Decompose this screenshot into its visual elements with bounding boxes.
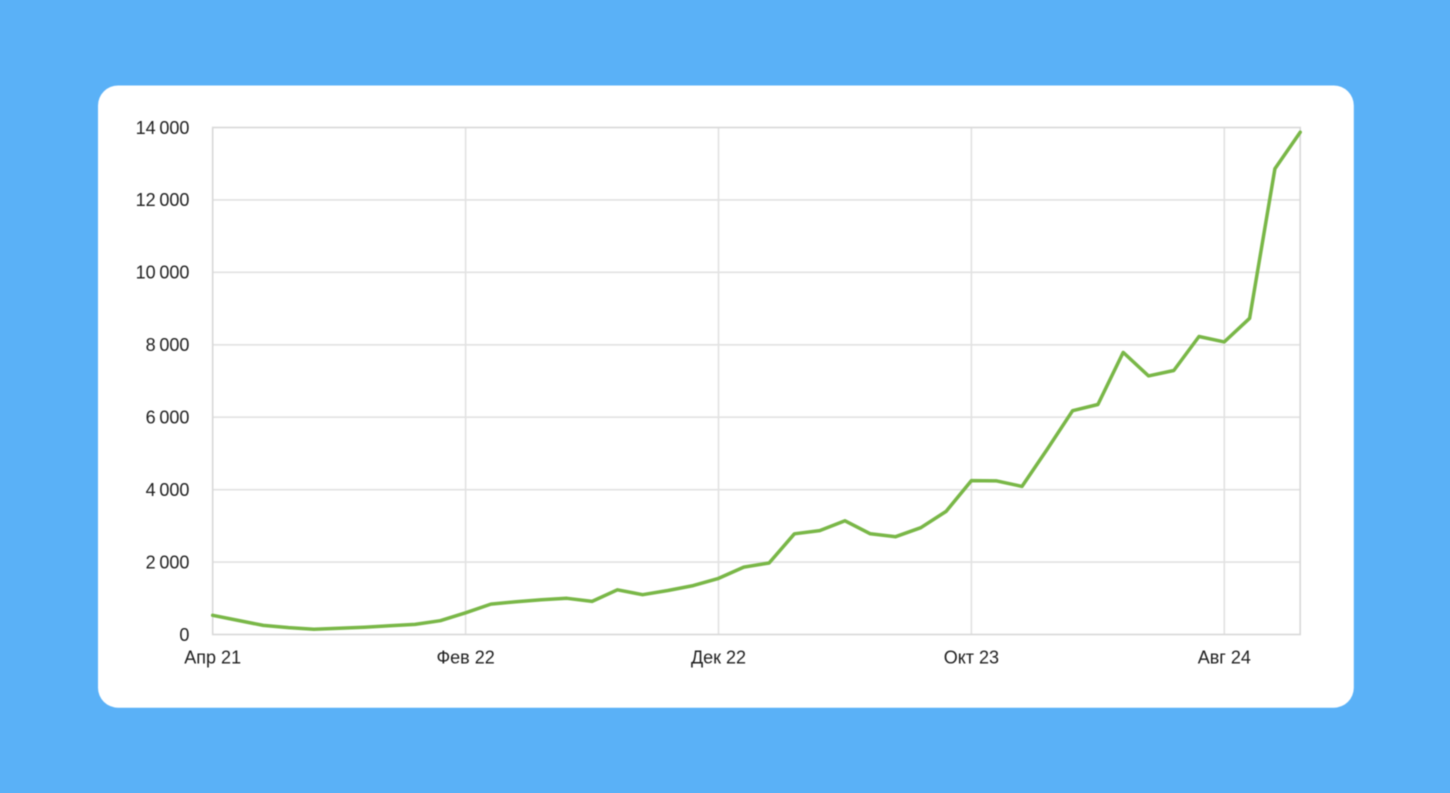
svg-text:2 000: 2 000 [146,552,190,572]
svg-text:14 000: 14 000 [136,118,190,138]
svg-text:Фев 22: Фев 22 [436,647,494,667]
svg-text:8 000: 8 000 [146,335,190,355]
svg-text:Апр 21: Апр 21 [184,647,241,667]
svg-text:Дек 22: Дек 22 [691,647,746,667]
svg-text:12 000: 12 000 [136,190,190,210]
svg-text:10 000: 10 000 [136,263,190,283]
svg-text:Окт 23: Окт 23 [944,647,999,667]
svg-text:0: 0 [179,625,189,645]
svg-text:Авг 24: Авг 24 [1198,647,1251,667]
svg-text:6 000: 6 000 [146,408,190,428]
svg-text:4 000: 4 000 [146,480,190,500]
